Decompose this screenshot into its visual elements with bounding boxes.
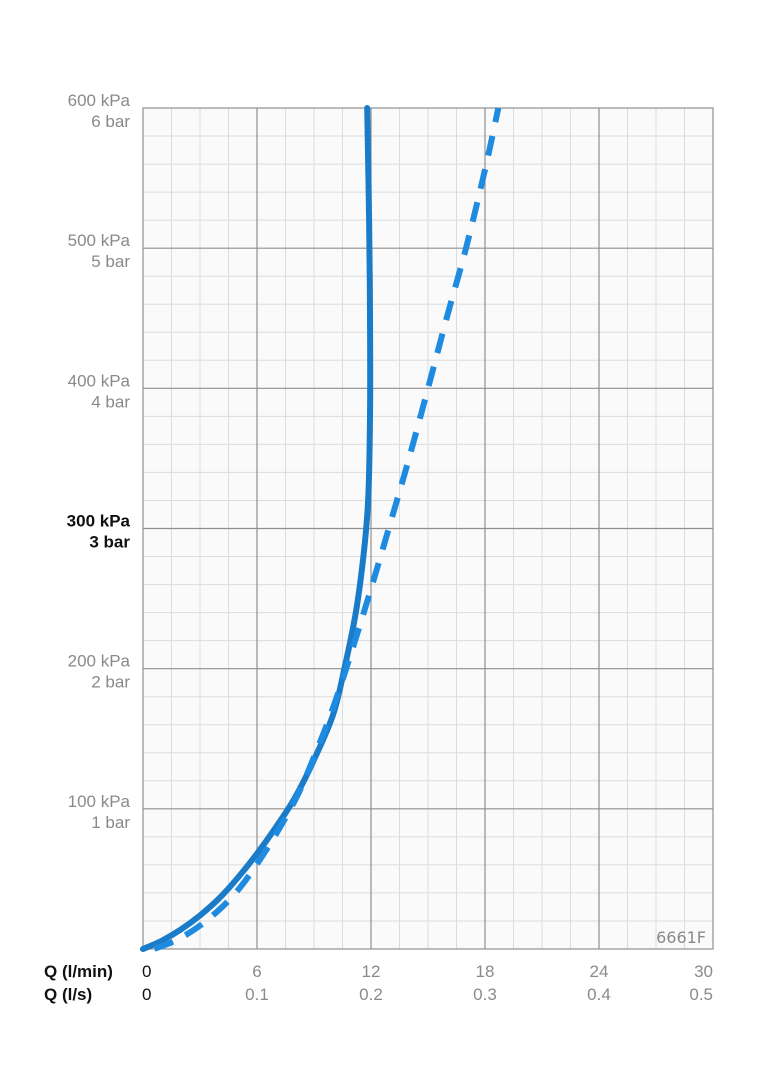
y-tick-label-kpa: 100 kPa — [68, 792, 131, 811]
y-tick-label-kpa: 300 kPa — [67, 512, 131, 531]
x-tick-label-ls: 0.4 — [587, 985, 611, 1004]
y-tick-label-bar: 3 bar — [89, 533, 130, 552]
x-axis-header-ls: Q (l/s) — [44, 985, 92, 1004]
series-line-dashed — [153, 107, 502, 952]
y-tick-label-kpa: 600 kPa — [68, 91, 131, 110]
y-tick-label-kpa: 200 kPa — [68, 652, 131, 671]
x-tick-label-ls: 0.2 — [359, 985, 383, 1004]
major-grid — [143, 108, 713, 949]
y-tick-label-kpa: 400 kPa — [68, 371, 131, 390]
x-tick-label-ls: 0 — [142, 985, 151, 1004]
x-tick-label-lmin: 12 — [362, 962, 381, 981]
y-tick-label-bar: 6 bar — [91, 112, 130, 131]
x-tick-label-ls: 0.1 — [245, 985, 269, 1004]
y-tick-label-bar: 1 bar — [91, 813, 130, 832]
series-lines — [140, 105, 502, 952]
x-tick-label-ls: 0.3 — [473, 985, 497, 1004]
product-code-label: 6661F — [656, 928, 706, 947]
y-tick-label-bar: 2 bar — [91, 673, 130, 692]
x-axis-header-lmin: Q (l/min) — [44, 962, 113, 981]
x-tick-label-ls: 0.5 — [689, 985, 713, 1004]
y-tick-label-kpa: 500 kPa — [68, 231, 131, 250]
x-tick-label-lmin: 30 — [694, 962, 713, 981]
x-axis-labels: 0 0 6 0.1 12 0.2 18 0.3 24 0.4 30 0.5 — [142, 962, 713, 1004]
x-tick-label-lmin: 18 — [476, 962, 495, 981]
x-tick-label-lmin: 6 — [252, 962, 261, 981]
x-tick-label-lmin: 24 — [590, 962, 609, 981]
plot-frame — [142, 107, 714, 950]
x-tick-label-lmin: 0 — [142, 962, 151, 981]
y-tick-label-bar: 5 bar — [91, 252, 130, 271]
y-tick-label-bar: 4 bar — [91, 392, 130, 411]
y-axis-labels: 100 kPa 1 bar 200 kPa 2 bar 300 kPa 3 bar 400 … — [67, 91, 131, 832]
